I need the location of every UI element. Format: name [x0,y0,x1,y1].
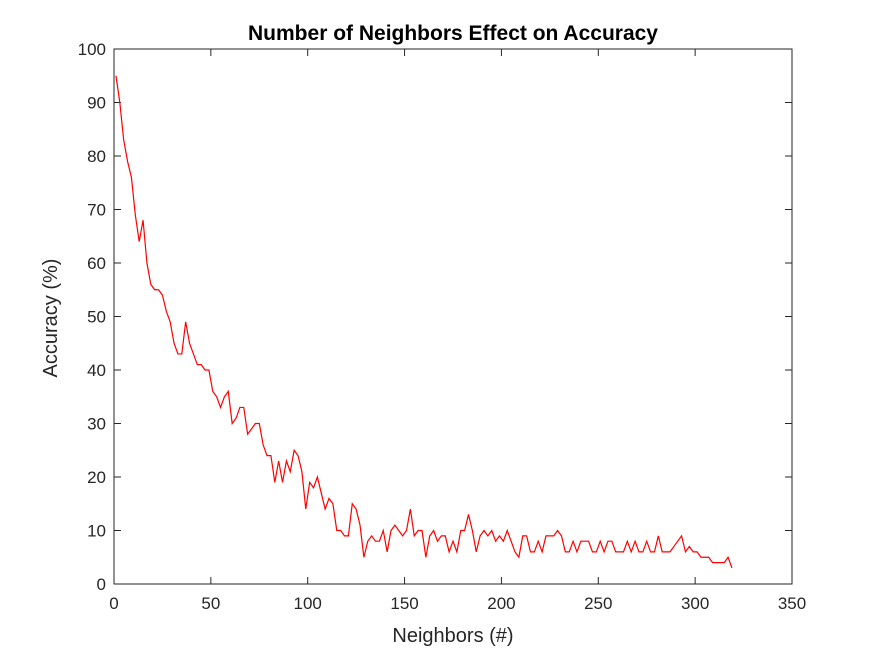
y-tick-label: 20 [87,468,106,487]
x-tick-label: 150 [390,594,418,613]
x-tick-label: 250 [584,594,612,613]
x-axis-label: Neighbors (#) [392,625,513,647]
y-tick-label: 80 [87,147,106,166]
y-tick-label: 50 [87,308,106,327]
x-tick-label: 350 [778,594,806,613]
x-axis: 0 50 100 150 200 250 300 350 [109,49,806,613]
x-tick-label: 50 [201,594,220,613]
y-tick-label: 10 [87,522,106,541]
x-tick-label: 200 [487,594,515,613]
y-tick-label: 40 [87,361,106,380]
y-tick-label: 90 [87,94,106,113]
x-tick-label: 100 [294,594,322,613]
y-tick-label: 0 [97,575,106,594]
plot-box [113,48,793,585]
y-tick-label: 60 [87,254,106,273]
y-axis-label: Accuracy (%) [40,259,62,378]
y-tick-label: 30 [87,415,106,434]
x-tick-label: 300 [681,594,709,613]
accuracy-series-line [115,75,733,569]
y-axis: 0 10 20 30 40 50 60 70 80 90 100 [78,40,792,594]
y-tick-label: 70 [87,201,106,220]
chart-title: Number of Neighbors Effect on Accuracy [248,22,658,45]
y-tick-label: 100 [78,40,106,59]
plot-area [113,48,793,585]
x-tick-label: 0 [109,594,118,613]
